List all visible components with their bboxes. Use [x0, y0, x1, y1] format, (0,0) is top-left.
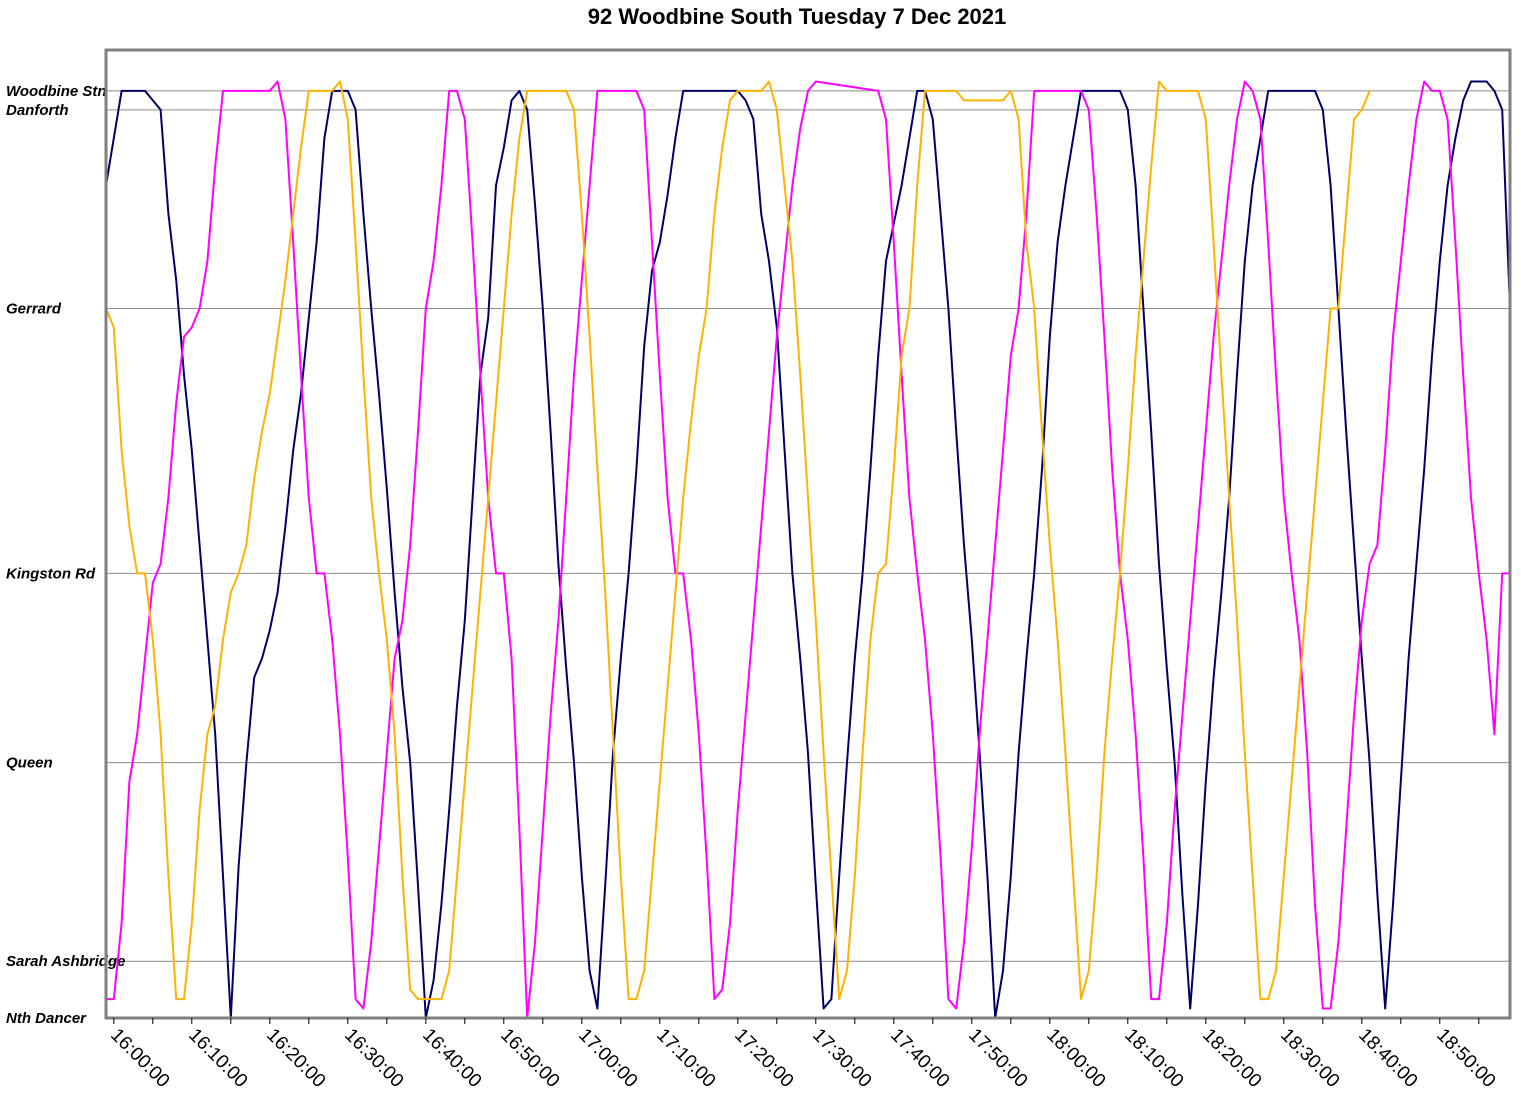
x-tick-label: 16:50:00	[496, 1025, 563, 1092]
x-tick-label: 16:30:00	[340, 1025, 407, 1092]
x-tick-label: 17:50:00	[964, 1025, 1031, 1092]
x-tick-label: 17:10:00	[652, 1025, 719, 1092]
series-line-3	[105, 80, 1371, 1001]
x-axis: 16:00:00 16:10:00 16:20:00 16:30:00 16:40:00…	[106, 1018, 1499, 1092]
series-layer	[105, 80, 1511, 1019]
x-tick-label: 16:40:00	[418, 1025, 485, 1092]
stop-label: Nth Dancer	[6, 1010, 87, 1027]
chart-title: 92 Woodbine South Tuesday 7 Dec 2021	[588, 4, 1007, 29]
x-tick-label: 17:30:00	[808, 1025, 875, 1092]
x-tick-label: 18:30:00	[1276, 1025, 1343, 1092]
x-tick-label: 16:20:00	[262, 1025, 329, 1092]
x-tick-label: 16:10:00	[184, 1025, 251, 1092]
plot-border	[104, 48, 1512, 1020]
x-tick-label: 18:40:00	[1354, 1025, 1421, 1092]
stop-label: Gerrard	[6, 301, 62, 318]
stop-label: Kingston Rd	[6, 565, 96, 582]
series-line-1	[105, 80, 1511, 1019]
x-tick-label: 17:20:00	[730, 1025, 797, 1092]
x-tick-label: 18:50:00	[1432, 1025, 1499, 1092]
x-tick-label: 18:00:00	[1042, 1025, 1109, 1092]
stop-label: Sarah Ashbridge	[6, 953, 125, 970]
x-tick-label: 16:00:00	[106, 1025, 173, 1092]
x-tick-label: 18:20:00	[1198, 1025, 1265, 1092]
series-line-2	[106, 80, 1510, 1019]
x-tick-label: 17:00:00	[574, 1025, 641, 1092]
stop-label: Danforth	[6, 102, 69, 119]
stop-label: Woodbine Stn	[6, 83, 107, 100]
stop-label: Queen	[6, 755, 53, 772]
stop-labels: Woodbine Stn Danforth Gerrard Kingston Rd Qu…	[6, 83, 125, 1027]
x-tick-label: 18:10:00	[1120, 1025, 1187, 1092]
x-tick-label: 17:40:00	[886, 1025, 953, 1092]
